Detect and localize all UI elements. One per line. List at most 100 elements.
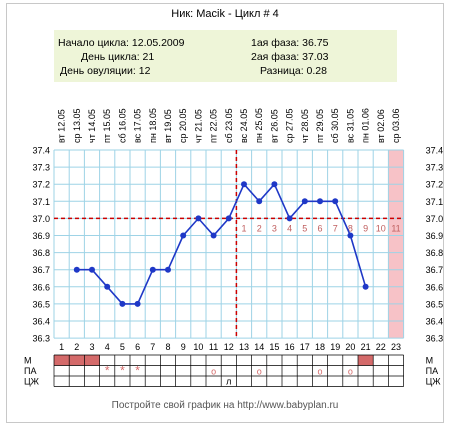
temperature-point xyxy=(256,198,263,205)
temperature-point xyxy=(89,266,95,273)
row-label-left: ПА xyxy=(24,366,36,376)
luteal-day-number: 10 xyxy=(376,223,386,233)
luteal-day-number: 6 xyxy=(317,223,322,233)
day-number: 15 xyxy=(269,342,279,352)
luteal-day-number: 8 xyxy=(348,223,353,233)
cycle-start-text: Начало цикла: 12.05.2009 xyxy=(58,37,185,49)
day-number: 19 xyxy=(330,342,340,352)
temperature-point xyxy=(241,181,247,188)
y-tick-label-left: 36.6 xyxy=(32,282,50,292)
luteal-day-number: 1 xyxy=(241,223,246,233)
y-tick-label-right: 36.5 xyxy=(426,299,444,309)
luteal-day-number: 7 xyxy=(333,223,338,233)
ovulation-day-text: День овуляции: 12 xyxy=(60,65,151,77)
date-label: чт 14.05 xyxy=(87,109,97,143)
difference-text: Разница: 0.28 xyxy=(260,65,327,77)
pa-mark: * xyxy=(135,364,140,378)
day-number: 18 xyxy=(315,342,325,352)
menstruation-cell xyxy=(84,355,100,366)
date-label: ср 27.05 xyxy=(285,108,295,143)
row-label-right: ЦЖ xyxy=(426,377,442,387)
phase1-text: 1ая фаза: 36.75 xyxy=(251,37,329,49)
day-number: 5 xyxy=(120,342,125,352)
day-number: 8 xyxy=(165,342,170,352)
temperature-point xyxy=(149,266,156,273)
date-label: вс 31.05 xyxy=(345,109,355,143)
y-tick-label-left: 37.0 xyxy=(32,214,50,224)
cycle-info-box: Начало цикла: 12.05.2009 День цикла: 21 … xyxy=(54,30,397,82)
date-label: вт 02.06 xyxy=(376,109,386,143)
date-label: ср 20.05 xyxy=(178,108,188,143)
day-number: 6 xyxy=(135,342,140,352)
day-number: 13 xyxy=(239,342,249,352)
y-tick-label-left: 37.3 xyxy=(32,163,50,173)
luteal-day-number: 2 xyxy=(257,223,262,233)
pa-mark: o xyxy=(348,367,353,377)
phase2-text: 2ая фаза: 37.03 xyxy=(251,51,329,63)
y-tick-label-right: 37.1 xyxy=(426,197,444,207)
temperature-point xyxy=(73,266,80,273)
date-label: пт 29.05 xyxy=(315,109,325,143)
temperature-point xyxy=(195,215,202,222)
pa-mark: o xyxy=(257,367,262,377)
temperature-point xyxy=(347,232,354,239)
date-label: вт 26.05 xyxy=(269,109,279,143)
day-number: 22 xyxy=(376,342,386,352)
day-number: 1 xyxy=(59,342,64,352)
date-label: ср 03.06 xyxy=(391,108,401,143)
future-day-band xyxy=(388,150,404,339)
luteal-day-number: 3 xyxy=(272,223,277,233)
y-tick-label-left: 36.8 xyxy=(32,248,50,258)
date-label: вт 19.05 xyxy=(163,109,173,143)
row-label-right: М xyxy=(426,356,434,366)
temperature-point xyxy=(271,181,278,188)
temperature-point xyxy=(180,232,187,239)
temperature-point xyxy=(332,198,339,205)
y-tick-label-left: 36.3 xyxy=(32,334,50,344)
date-label: пн 18.05 xyxy=(148,108,158,143)
y-tick-label-right: 36.7 xyxy=(426,265,444,275)
y-tick-label-right: 37.2 xyxy=(426,180,444,190)
luteal-day-number: 9 xyxy=(363,223,368,233)
luteal-day-number: 5 xyxy=(302,223,307,233)
date-label: пт 15.05 xyxy=(102,109,112,143)
footer-link-text[interactable]: Постройте свой график на http://www.baby… xyxy=(111,400,339,411)
day-number: 7 xyxy=(150,342,155,352)
day-number: 3 xyxy=(89,342,94,352)
luteal-day-number: 4 xyxy=(287,223,292,233)
y-tick-label-right: 36.3 xyxy=(426,334,444,344)
temperature-point xyxy=(210,232,217,239)
cm-mark: л xyxy=(226,377,231,387)
y-tick-label-right: 37.4 xyxy=(426,146,444,156)
y-tick-label-right: 37.3 xyxy=(426,163,444,173)
day-number: 11 xyxy=(209,342,218,352)
y-tick-label-left: 37.1 xyxy=(32,197,50,207)
date-label: сб 16.05 xyxy=(117,108,127,143)
date-label: пт 22.05 xyxy=(209,109,219,143)
row-label-right: ПА xyxy=(426,366,438,376)
pa-mark: * xyxy=(120,364,125,378)
date-label: пн 01.06 xyxy=(361,108,371,143)
date-label: вт 12.05 xyxy=(57,109,67,143)
date-label: вс 24.05 xyxy=(239,109,249,143)
y-tick-label-right: 36.9 xyxy=(426,231,444,241)
y-tick-label-left: 36.4 xyxy=(32,317,50,327)
pa-mark: o xyxy=(211,367,216,377)
date-label: ср 13.05 xyxy=(72,108,82,143)
pa-mark: * xyxy=(105,364,110,378)
y-tick-label-left: 37.4 xyxy=(32,146,50,156)
day-number: 20 xyxy=(345,342,355,352)
date-label: чт 21.05 xyxy=(193,109,203,143)
y-tick-label-left: 37.2 xyxy=(32,180,50,190)
temperature-point xyxy=(134,300,141,307)
y-tick-label-left: 36.7 xyxy=(32,265,50,275)
day-number: 17 xyxy=(300,342,310,352)
row-label-left: М xyxy=(24,356,32,366)
temperature-point xyxy=(301,198,308,205)
date-label: сб 23.05 xyxy=(224,108,234,143)
temperature-point xyxy=(119,300,126,307)
day-number: 2 xyxy=(74,342,79,352)
menstruation-cell xyxy=(69,355,85,366)
temperature-point xyxy=(286,215,293,222)
